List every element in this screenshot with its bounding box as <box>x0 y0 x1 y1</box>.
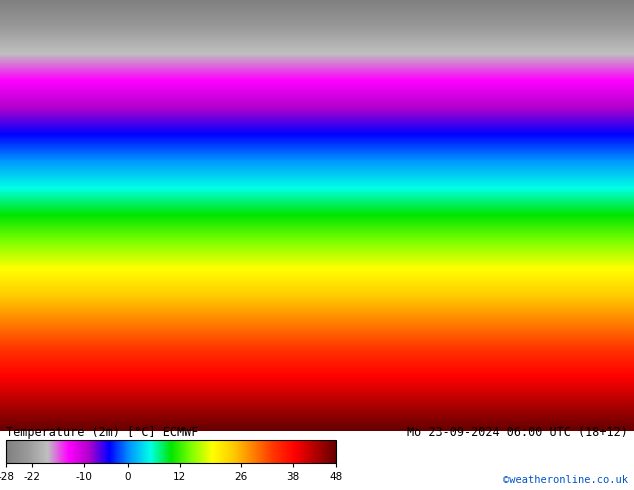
Text: Mo 23-09-2024 06:00 UTC (18+12): Mo 23-09-2024 06:00 UTC (18+12) <box>407 425 628 439</box>
Text: ©weatheronline.co.uk: ©weatheronline.co.uk <box>503 475 628 485</box>
Text: Temperature (2m) [°C] ECMWF: Temperature (2m) [°C] ECMWF <box>6 425 198 439</box>
